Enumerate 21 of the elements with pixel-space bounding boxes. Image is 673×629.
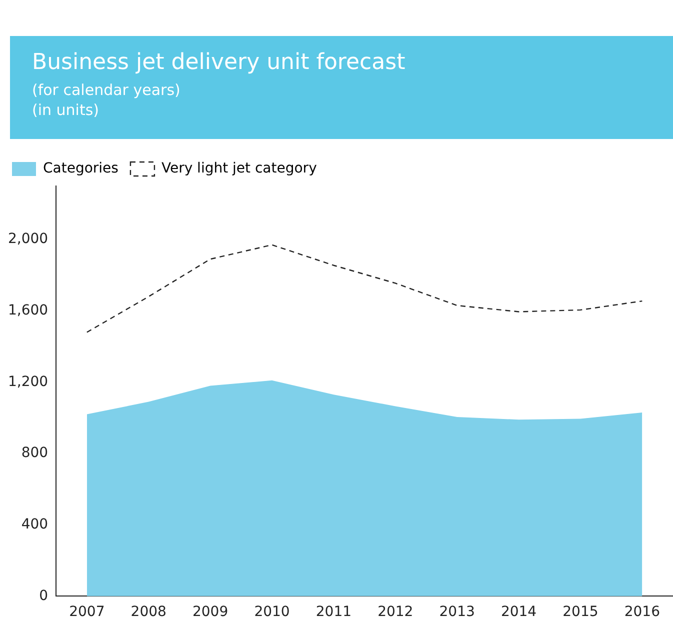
x-tick-label: 2016 [624,604,660,620]
y-tick-label: 1,600 [8,302,48,318]
x-tick-label: 2011 [316,604,352,620]
legend-label: Very light jet category [161,160,317,177]
x-tick-label: 2009 [192,604,228,620]
x-tick-label: 2014 [500,604,537,620]
x-tick-label: 2012 [378,604,414,620]
legend-label: Categories [43,160,118,177]
x-tick-label: 2010 [254,604,290,620]
y-tick-label: 0 [39,588,48,604]
line-series [86,244,643,333]
y-tick-label: 400 [21,516,48,532]
x-tick-label: 2013 [439,604,475,620]
y-tick-label: 800 [21,445,48,462]
y-tick-label: 1,200 [8,374,48,390]
x-tick-label: 2015 [562,604,598,620]
chart-subtitle: (for calendar years) (in units) [32,80,180,120]
chart-title: Business jet delivery unit forecast [32,50,406,75]
x-tick-label: 2007 [69,604,105,620]
y-tick-label: 2,000 [8,231,48,248]
x-tick-label: 2008 [130,604,166,620]
